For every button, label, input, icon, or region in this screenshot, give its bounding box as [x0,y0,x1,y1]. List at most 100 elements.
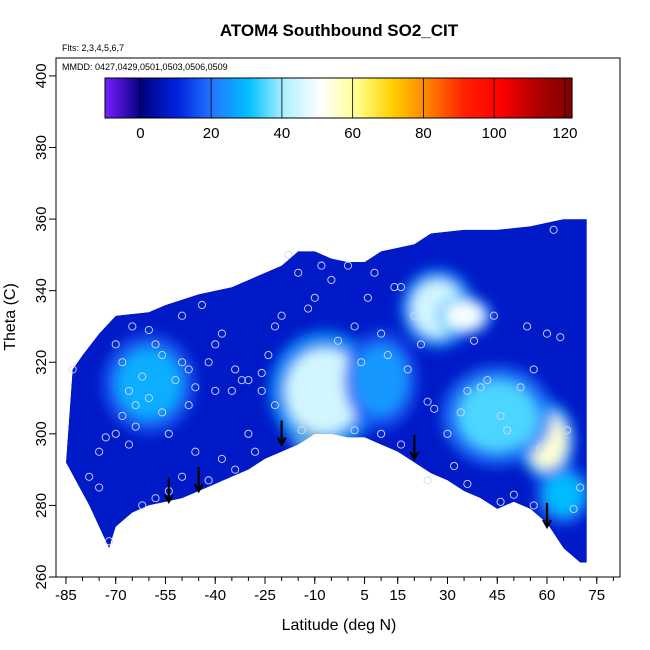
sample-point [95,447,104,456]
colorbar-swatch [541,78,546,118]
colorbar-swatch [235,78,240,118]
colorbar-swatch [258,78,263,118]
colorbar-swatch [385,78,390,118]
sample-point [270,322,280,331]
colorbar-tick-label: 20 [203,125,220,142]
colorbar-swatch [285,78,290,118]
sample-point [516,383,525,392]
sample-point [390,283,399,292]
sample-point [101,433,110,442]
sample-point [197,300,207,310]
x-axis: -85 -70 -55 -40 -25 -10 5 15 30 45 60 75 [55,577,614,604]
flights-annotation: Flts: 2,3,4,5,6,7 [62,43,124,53]
colorbar-swatch [468,78,473,118]
colorbar-swatch [461,78,466,118]
sample-point [284,250,293,259]
colorbar-swatch [328,78,333,118]
colorbar-swatch [518,78,523,118]
colorbar-swatch [281,78,286,118]
hotspot [284,347,365,434]
sample-point [483,376,492,385]
sample-point [317,261,326,270]
colorbar-swatch [365,78,370,118]
sample-point [350,426,359,435]
colorbar-swatch [398,78,403,118]
colorbar-swatch [288,78,293,118]
colorbar-swatch [238,78,243,118]
colorbar-swatch [165,78,169,118]
colorbar-swatch [181,78,186,118]
colorbar-swatch [155,78,159,118]
sample-points [68,225,585,546]
colorbar-swatch [301,78,306,118]
sample-point [523,322,532,331]
colorbar-swatch [525,78,530,118]
sample-point [211,340,220,349]
sample-point [327,275,336,284]
colorbar-swatch [111,78,116,118]
colorbar-swatch [528,78,533,118]
colorbar-swatch [295,78,300,118]
x-tick-label: 75 [588,587,605,604]
colorbar-tick-label: 120 [552,125,577,142]
sample-point [131,422,140,431]
colorbar-swatch [551,78,556,118]
sample-point [430,404,439,413]
colorbar-swatch [195,78,199,118]
colorbar-swatch [311,78,316,118]
colorbar-swatch [391,78,396,118]
sample-point [105,537,114,546]
sample-point [529,501,538,510]
colorbar-swatch [448,78,453,118]
colorbar-swatch [421,78,426,118]
colorbar-swatch [481,78,486,118]
sample-point [191,447,200,456]
sample-point [244,376,253,385]
colorbar-swatch [511,78,516,118]
sample-point [111,340,120,349]
sample-point [171,376,180,385]
sample-point [370,268,379,277]
sample-point [184,401,193,410]
sample-point [403,365,412,374]
sample-point [549,225,558,234]
sample-point [443,429,452,438]
sample-point [138,501,147,510]
sample-point [377,329,386,338]
x-tick-label: -70 [105,587,127,604]
sample-point [178,311,187,320]
sample-point [357,358,366,367]
y-tick-label: 380 [33,135,50,160]
colorbar-swatch [345,78,350,118]
colorbar-swatch [361,78,366,118]
colorbar-swatch [241,78,246,118]
sample-point [164,429,173,438]
colorbar-swatch [401,78,406,118]
sample-point [509,490,518,499]
colorbar-swatch [495,78,500,118]
colorbar-swatch [291,78,296,118]
sample-point [463,479,472,488]
colorbar-swatch [305,78,310,118]
y-axis-label: Theta (C) [2,283,19,351]
colorbar-swatch [341,78,346,118]
colorbar-swatch [318,78,323,118]
colorbar-swatch [408,78,413,118]
y-tick-label: 400 [33,63,50,88]
x-tick-label: -10 [304,587,326,604]
colorbar-swatch [335,78,340,118]
sample-point [211,386,220,395]
sample-point [476,383,485,392]
sample-point [178,358,187,367]
colorbar-swatch [198,78,203,118]
colorbar-swatch [425,78,430,118]
sample-point [542,329,552,338]
colorbar-swatch [151,78,156,118]
colorbar-swatch [475,78,480,118]
x-tick-label: 60 [539,587,556,604]
sample-point [410,311,419,320]
sample-point [304,304,313,313]
sample-point [144,325,153,335]
x-tick-label: 5 [360,587,368,604]
